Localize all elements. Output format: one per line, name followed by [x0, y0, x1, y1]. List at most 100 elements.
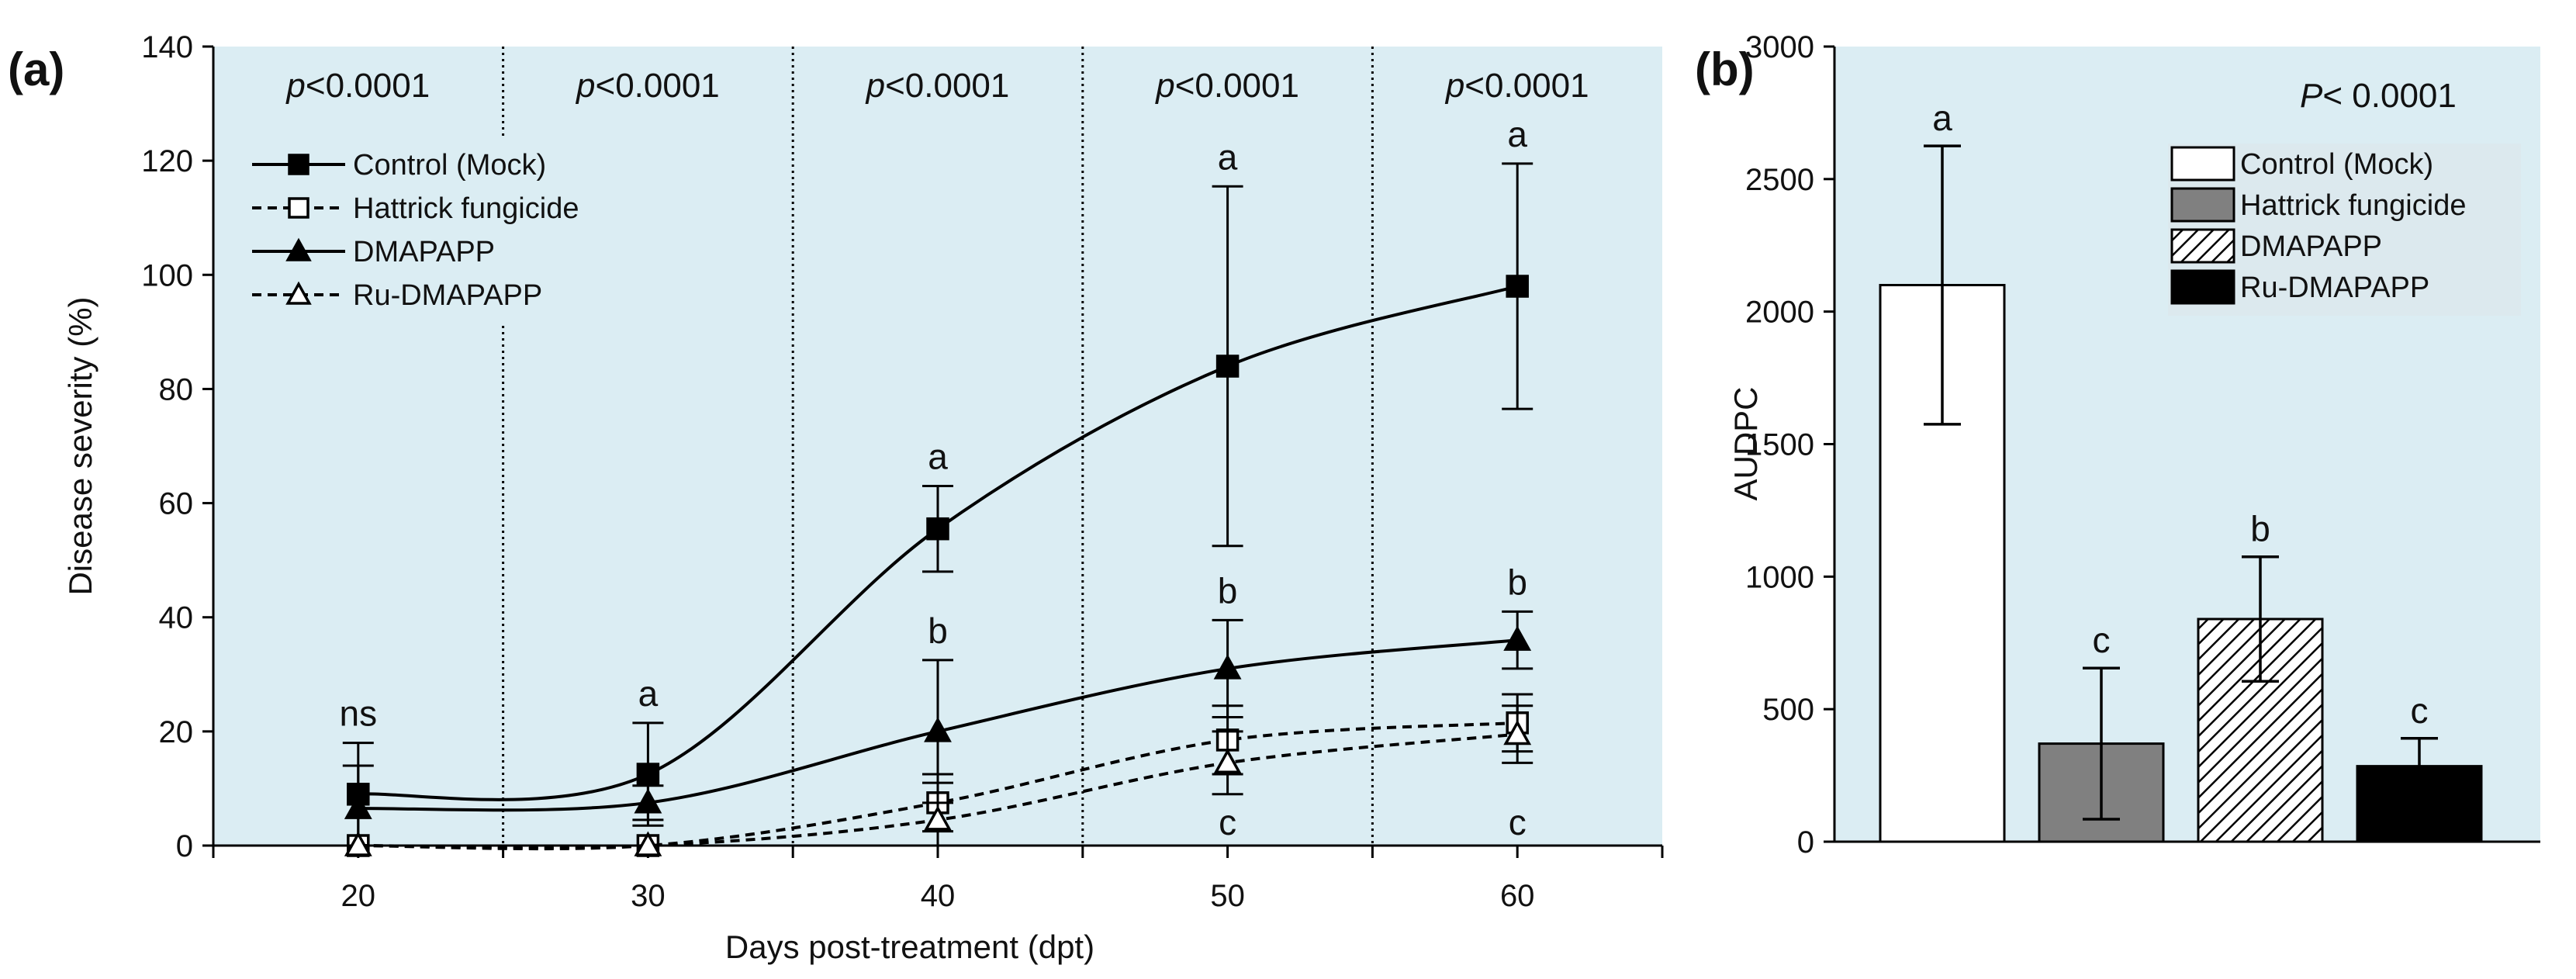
panel-b-label: (b) [1695, 43, 1755, 95]
legend-label: DMAPAPP [2240, 230, 2382, 263]
panel-a-label: (a) [8, 43, 64, 95]
y-tick-label: 100 [141, 258, 193, 292]
p-values: p<0.0001 p<0.0001 p<0.0001 p<0.0001 p<0.0001 [285, 67, 1589, 105]
bar-group: b [2197, 509, 2324, 843]
panel-a: p<0.0001 p<0.0001 p<0.0001 p<0.0001 p<0.0001… [8, 30, 1664, 965]
significance-letter: b [1507, 562, 1527, 602]
series-control-mock [342, 162, 1533, 847]
legend-item: Ru-DMAPAPP [2170, 269, 2429, 305]
panel-a-letters: ns a a b a b c a b c [340, 114, 1528, 842]
x-tick-label: 20 [341, 879, 376, 913]
bar-group: a [1879, 98, 2006, 843]
panel-a-legend: Control (Mock) Hattrick fungicide DMAPAPP R… [244, 140, 648, 322]
significance-letter: a [1507, 114, 1527, 154]
legend-item: Control (Mock) [2170, 146, 2433, 182]
y-tick-label: 2500 [1745, 163, 1814, 197]
significance-letter: ns [340, 694, 378, 734]
data-point [1215, 355, 1240, 378]
legend-swatch [2170, 146, 2235, 182]
legend-label: Control (Mock) [353, 149, 546, 182]
data-point [1503, 719, 1532, 745]
legend-item: DMAPAPP [2170, 228, 2382, 264]
y-tick-label: 2000 [1745, 296, 1814, 330]
legend-label: Ru-DMAPAPP [353, 279, 542, 312]
legend-item: Control (Mock) [252, 149, 546, 182]
y-tick-label: 20 [159, 715, 194, 749]
legend-swatch [2170, 187, 2235, 223]
significance-letter: a [1932, 98, 1952, 138]
significance-letter: c [2093, 620, 2111, 660]
panel-b-p-value: P< 0.0001 [2300, 77, 2457, 115]
significance-letter: c [1509, 802, 1527, 842]
significance-letter: b [928, 611, 948, 651]
data-point [634, 788, 662, 814]
panel-b-legend: Control (Mock) Hattrick fungicide DMAPAPP R… [2168, 144, 2521, 316]
y-tick-label: 40 [159, 601, 194, 635]
y-tick-label: 0 [176, 829, 193, 863]
panel-b-bars: a c b c [1879, 98, 2483, 843]
legend-item: DMAPAPP [252, 236, 495, 268]
p-value-label: p<0.0001 [285, 67, 430, 105]
data-point [344, 831, 372, 856]
panel-a-series [342, 162, 1533, 857]
data-point [288, 154, 309, 175]
significance-letter: c [1219, 802, 1236, 842]
data-point [924, 805, 952, 831]
legend-item: Hattrick fungicide [252, 192, 579, 225]
significance-letter: b [1218, 570, 1238, 611]
data-point [1506, 275, 1529, 298]
y-tick-label: 1500 [1745, 428, 1814, 462]
legend-item: Hattrick fungicide [2170, 187, 2466, 223]
p-value-label: p<0.0001 [1444, 67, 1589, 105]
y-tick-label: 0 [1797, 825, 1814, 860]
data-point [344, 794, 372, 819]
legend-label: Control (Mock) [2240, 148, 2433, 181]
panel-b-ylabel: AUDPC [1727, 386, 1764, 500]
y-tick-label: 80 [159, 372, 194, 406]
legend-swatch [2170, 228, 2235, 264]
data-point [285, 281, 312, 305]
p-value-label: p<0.0001 [1154, 67, 1299, 105]
x-tick-label: 30 [631, 879, 666, 913]
y-tick-label: 500 [1762, 693, 1814, 727]
significance-letter: a [638, 673, 659, 714]
data-point [1503, 625, 1532, 651]
bar-group: c [2038, 620, 2165, 843]
p-value-label: p<0.0001 [865, 67, 1010, 105]
x-tick-label: 50 [1210, 879, 1245, 913]
significance-letter: a [1218, 137, 1238, 177]
legend-label: Hattrick fungicide [353, 192, 579, 225]
significance-letter: b [2250, 509, 2270, 549]
x-tick-label: 60 [1500, 879, 1535, 913]
period-dividers [502, 47, 1374, 846]
p-value-label: p<0.0001 [575, 67, 720, 105]
data-point [926, 517, 949, 541]
series-ru-dmapapp [344, 704, 1533, 856]
data-point [634, 831, 662, 856]
panel-a-ylabel: Disease severity (%) [62, 296, 99, 595]
significance-letter: a [928, 437, 948, 477]
y-tick-label: 1000 [1745, 560, 1814, 594]
data-point [288, 197, 309, 219]
legend-box [244, 140, 648, 322]
data-point [636, 763, 660, 786]
data-point [1213, 654, 1242, 680]
x-tick-label: 40 [921, 879, 956, 913]
legend-label: Hattrick fungicide [2240, 189, 2466, 222]
data-point [924, 717, 952, 742]
data-point [285, 237, 312, 261]
panel-b: 0 500 1000 1500 2000 2500 3000 a c b c Control (M… [1695, 30, 2540, 860]
y-tick-label: 60 [159, 487, 194, 521]
y-tick-label: 120 [141, 144, 193, 178]
significance-letter: c [2411, 690, 2429, 731]
y-tick-label: 140 [141, 30, 193, 64]
panel-a-xlabel: Days post-treatment (dpt) [725, 929, 1094, 965]
series-dmapapp [342, 610, 1533, 847]
legend-swatch [2170, 269, 2235, 305]
legend-item: Ru-DMAPAPP [252, 279, 542, 312]
data-point [1213, 748, 1242, 774]
legend-label: Ru-DMAPAPP [2240, 272, 2429, 304]
bar-group: c [2356, 690, 2483, 843]
legend-label: DMAPAPP [353, 236, 495, 268]
